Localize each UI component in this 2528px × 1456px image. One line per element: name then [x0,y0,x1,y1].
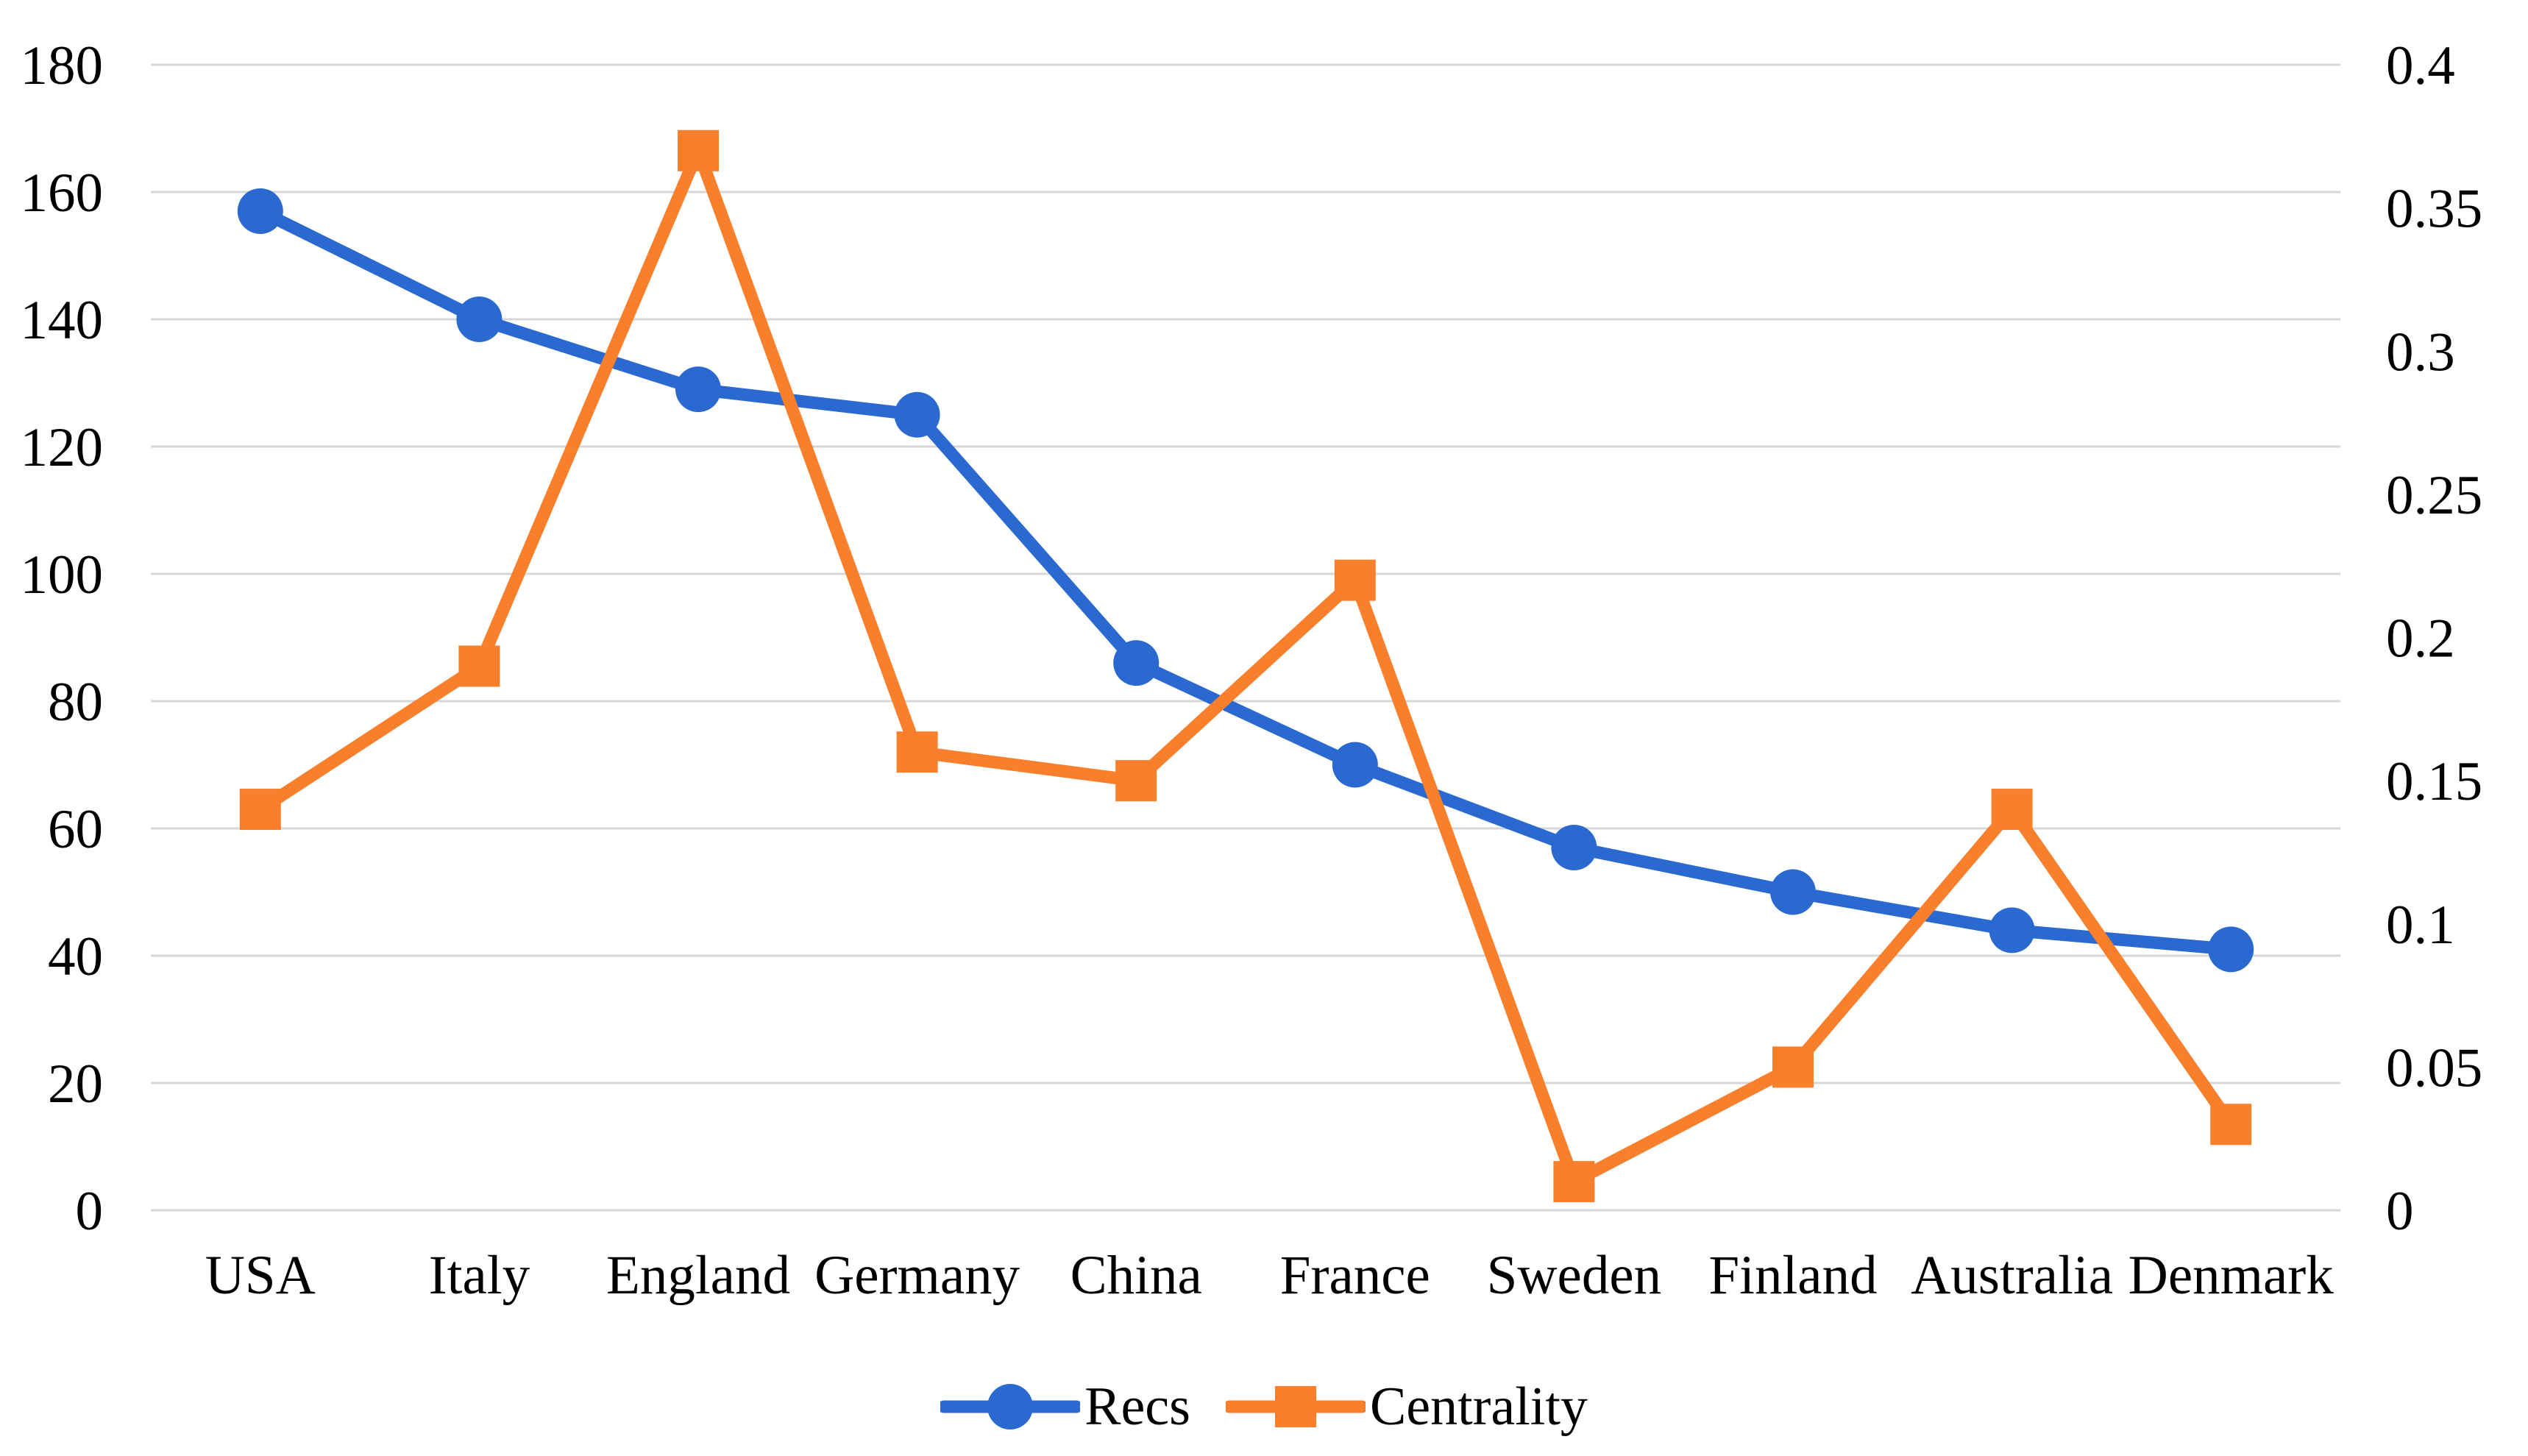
category-label: England [606,1245,790,1306]
data-point-recs-finland [1770,869,1816,915]
data-point-recs-england [675,366,721,413]
right-axis-tick-label: 0.2 [2386,608,2455,670]
legend: Recs Centrality [0,1363,2528,1451]
data-point-centrality-usa [239,789,281,831]
left-axis-tick-label: 80 [48,672,103,733]
data-point-centrality-sweden [1553,1161,1595,1203]
data-point-centrality-finland [1772,1046,1814,1088]
left-axis-tick-label: 60 [48,799,103,860]
right-axis-tick-label: 0.3 [2386,322,2455,383]
legend-label-centrality: Centrality [1369,1377,1588,1437]
data-point-recs-france [1332,742,1378,788]
data-point-recs-china [1113,640,1160,686]
left-axis-tick-label: 40 [48,926,103,987]
left-axis-tick-label: 20 [48,1054,103,1115]
right-axis-tick-label: 0.25 [2386,465,2482,526]
data-point-centrality-germany [896,731,938,773]
data-point-recs-sweden [1551,824,1597,870]
legend-item-centrality: Centrality [1225,1374,1588,1440]
data-point-recs-usa [237,188,283,234]
data-point-centrality-england [678,129,719,171]
centrality-line-square-swatch [1225,1386,1366,1427]
category-label: Italy [429,1245,530,1306]
right-axis-tick-label: 0 [2386,1181,2414,1242]
category-label: Australia [1911,1245,2113,1306]
category-label: France [1280,1245,1430,1306]
data-point-recs-germany [894,391,940,438]
right-axis-tick-label: 0.15 [2386,751,2482,812]
category-label: Germany [814,1245,1020,1306]
category-label: China [1071,1245,1202,1306]
right-axis-tick-label: 0.1 [2386,895,2455,956]
left-axis-tick-label: 0 [76,1181,104,1242]
category-label: Sweden [1487,1245,1661,1306]
data-point-recs-italy [456,296,503,342]
left-axis-tick-label: 180 [21,35,104,96]
left-axis-tick-label: 160 [21,163,104,224]
data-point-centrality-denmark [2210,1104,2252,1146]
left-axis-tick-label: 140 [21,290,104,351]
legend-label-recs: Recs [1084,1377,1190,1437]
right-axis-tick-label: 0.4 [2386,35,2455,96]
category-label: Finland [1708,1245,1877,1306]
data-point-centrality-australia [1991,789,2033,831]
series-line-recs [254,205,2237,956]
data-point-recs-australia [1989,907,2035,953]
left-axis-tick-label: 120 [21,417,104,478]
series-line-centrality [254,144,2237,1188]
category-label: USA [205,1245,316,1306]
left-axis-tick-label: 100 [21,544,104,606]
recs-line-circle-swatch [940,1384,1081,1430]
data-point-recs-denmark [2208,926,2254,973]
right-axis-tick-label: 0.35 [2386,179,2482,240]
data-point-centrality-france [1334,559,1376,601]
legend-item-recs: Recs [940,1374,1190,1440]
data-point-centrality-italy [458,645,500,687]
right-axis-tick-label: 0.05 [2386,1037,2482,1098]
category-label: Denmark [2128,1245,2335,1306]
data-point-centrality-china [1115,760,1157,802]
